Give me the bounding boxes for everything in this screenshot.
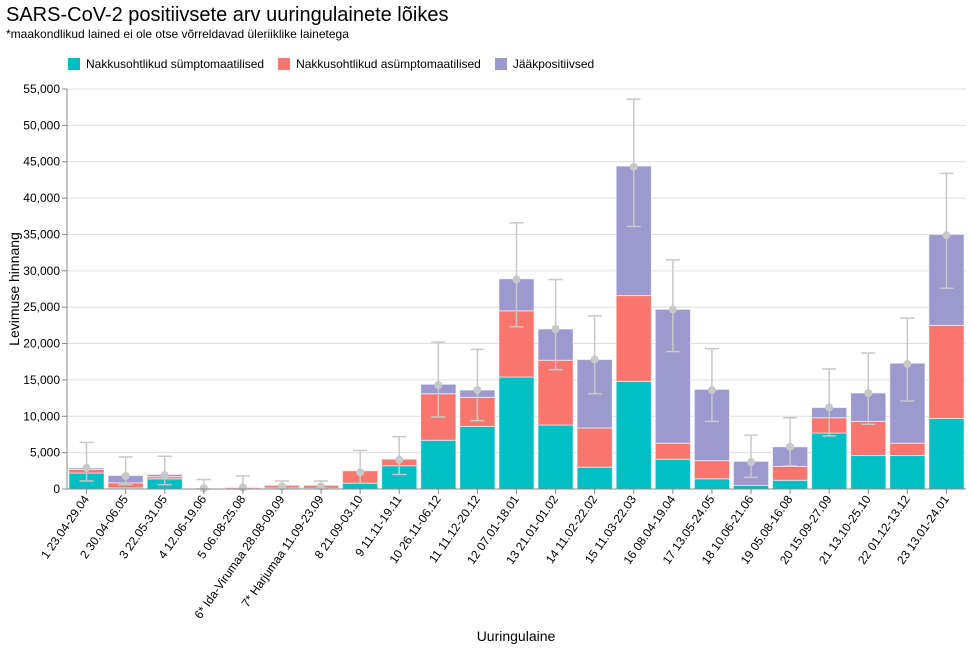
bar-segment-symptomatic — [850, 455, 887, 490]
legend-label-asymptomatic: Nakkusohtlikud asümptomaatilised — [296, 57, 481, 71]
y-tick-label: 25,000 — [23, 300, 60, 314]
y-tick-label: 45,000 — [23, 155, 60, 169]
point-estimate — [942, 231, 951, 240]
point-estimate — [317, 482, 326, 491]
bar-segment-asymptomatic — [889, 442, 926, 457]
point-estimate — [160, 471, 169, 480]
bar-segment-symptomatic — [498, 376, 535, 490]
y-tick-label: 15,000 — [23, 373, 60, 387]
point-estimate — [590, 355, 599, 364]
bar-segment-symptomatic — [772, 479, 809, 490]
y-tick-label: 0 — [53, 482, 60, 496]
point-estimate — [903, 359, 912, 368]
point-estimate — [121, 471, 130, 480]
point-estimate — [864, 389, 873, 397]
point-estimate — [277, 482, 286, 491]
legend-item-symptomatic[interactable]: Nakkusohtlikud sümptomaatilised — [68, 57, 264, 71]
bar-segment-symptomatic — [811, 432, 848, 490]
point-estimate — [707, 386, 716, 395]
chart-title: SARS-CoV-2 positiivsete arv uuringulaine… — [6, 4, 449, 26]
bar-segment-symptomatic — [889, 455, 926, 490]
bar-segment-symptomatic — [459, 425, 496, 490]
legend-swatch-residual — [494, 58, 507, 70]
point-estimate — [668, 305, 677, 314]
bars — [68, 165, 965, 490]
y-axis-title: Levimuse hinnang — [6, 232, 22, 346]
x-axis-ticks: 1 23.04-29.042 30.04-06.053 22.05-31.054… — [38, 489, 952, 621]
y-tick-label: 5,000 — [30, 446, 60, 460]
bar-segment-symptomatic — [342, 482, 379, 490]
y-tick-label: 10,000 — [23, 409, 60, 423]
point-estimate — [786, 442, 795, 451]
point-estimate — [82, 463, 91, 472]
bar-segment-symptomatic — [928, 417, 965, 490]
bar-segment-symptomatic — [576, 466, 613, 490]
y-tick-label: 35,000 — [23, 227, 60, 241]
point-estimate — [434, 381, 443, 389]
legend-label-residual: Jääkpositiivsed — [512, 57, 595, 71]
point-estimate — [356, 468, 365, 477]
bar-segment-symptomatic — [615, 380, 652, 490]
y-tick-label: 50,000 — [23, 118, 60, 132]
y-axis-ticks: 0 5,000 10,000 15,000 20,000 25,000 30,000 35,0… — [23, 82, 67, 496]
bar-segment-asymptomatic — [615, 295, 652, 382]
bar-segment-asymptomatic — [576, 427, 613, 468]
y-tick-label: 30,000 — [23, 264, 60, 278]
x-axis-title: Uuringulaine — [477, 628, 556, 644]
point-estimate — [199, 484, 208, 493]
point-estimate — [825, 403, 834, 412]
legend-item-residual[interactable]: Jääkpositiivsed — [494, 57, 595, 71]
bar-segment-symptomatic — [537, 424, 574, 490]
point-estimate — [747, 458, 756, 467]
bar-segment-symptomatic — [420, 439, 457, 490]
point-estimate — [473, 386, 482, 395]
legend-swatch-asymptomatic — [278, 58, 291, 70]
point-estimate — [512, 275, 521, 284]
point-estimate — [551, 325, 560, 333]
bar-segment-symptomatic — [693, 478, 731, 490]
bar-segment-asymptomatic — [772, 465, 809, 481]
point-estimate — [238, 483, 247, 492]
legend-label-symptomatic: Nakkusohtlikud sümptomaatilised — [86, 57, 265, 71]
bar-segment-asymptomatic — [537, 359, 574, 426]
y-tick-label: 20,000 — [23, 337, 60, 351]
legend-item-asymptomatic[interactable]: Nakkusohtlikud asümptomaatilised — [278, 57, 481, 71]
bar-segment-symptomatic — [732, 484, 770, 490]
bar-segment-asymptomatic — [928, 324, 965, 419]
bar-segment-asymptomatic — [850, 420, 887, 457]
bar-segment-asymptomatic — [693, 460, 731, 480]
y-tick-label: 40,000 — [23, 191, 60, 205]
bar-segment-asymptomatic — [654, 442, 691, 460]
bar-segment-symptomatic — [654, 458, 691, 490]
point-estimate — [629, 162, 638, 171]
point-estimate — [395, 455, 404, 464]
chart-subtitle: *maakondlikud lained ei ole otse võrreld… — [6, 27, 349, 41]
legend-swatch-symptomatic — [68, 58, 80, 70]
error-bars — [79, 98, 954, 493]
y-tick-label: 55,000 — [23, 82, 60, 96]
legend: Nakkusohtlikud sümptomaatilised Nakkusoh… — [68, 57, 594, 71]
